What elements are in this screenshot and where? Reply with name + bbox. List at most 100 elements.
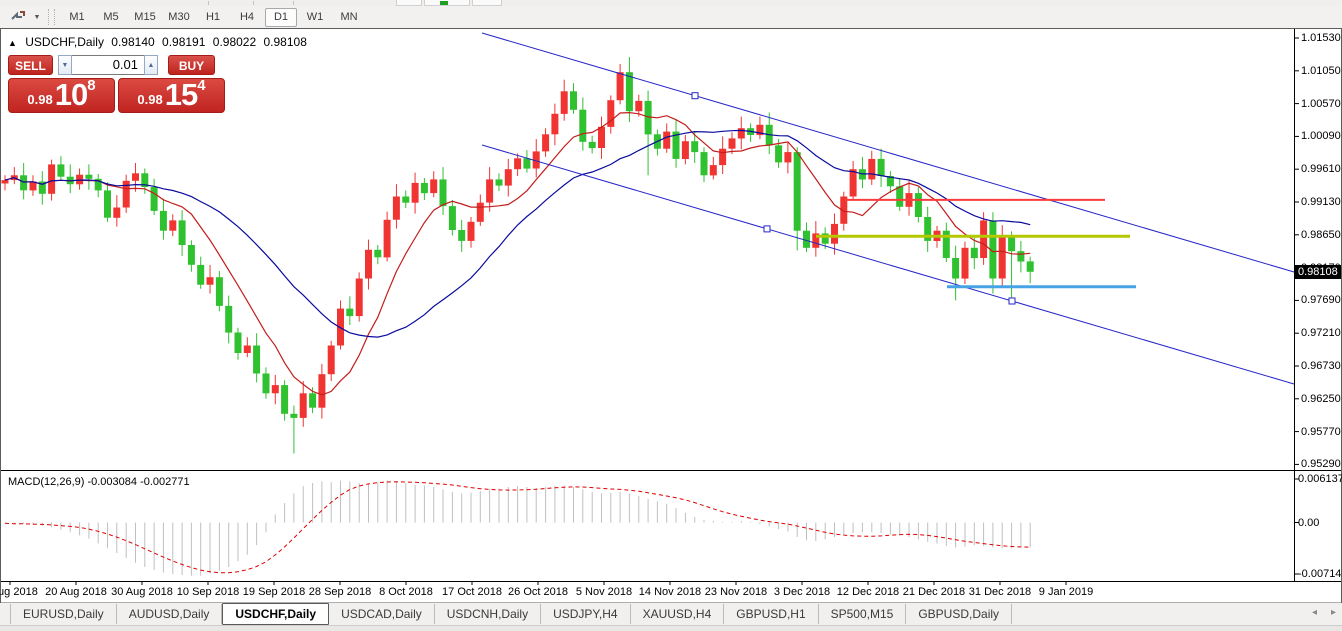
tab-gbpusd-h1[interactable]: GBPUSD,H1 [724,604,819,624]
tab-scroll-controls: ◂ ▸ [1312,607,1336,618]
trend-channel[interactable] [481,32,1295,385]
date-axis-label: 8 Oct 2018 [379,586,433,598]
candles-layer [1,57,1034,454]
macd-axis-label: 0.00 [1298,517,1320,529]
date-axis-label: 23 Nov 2018 [704,586,768,598]
toolbar-separator [253,1,254,5]
ohlc-open: 0.98140 [111,35,155,49]
one-click-trade-panel: SELL ▼ 0.01 ▲ BUY 0.98 10 8 0.98 15 4 [8,55,225,113]
price-axis-label: 1.00570 [1301,98,1341,110]
toolbar-separator [293,1,294,5]
trendline-handle [763,225,771,233]
toolbar-grip[interactable] [48,9,55,25]
chart-symbol-title: USDCHF,Daily [25,35,104,49]
date-axis-label: 31 Dec 2018 [968,586,1032,598]
price-axis-label: 0.97210 [1301,327,1341,339]
buy-price-tile[interactable]: 0.98 15 4 [118,78,225,113]
date-axis-label: 30 Aug 2018 [111,586,173,598]
sell-price-sup: 8 [87,77,96,94]
macd-axis-label: 0.006137 [1298,473,1342,485]
buy-price-prefix: 0.98 [137,92,163,107]
ohlc-low: 0.98022 [212,35,257,49]
price-axis-label: 0.98650 [1301,229,1341,241]
price-axis-label: 0.99610 [1301,163,1341,175]
timeframe-button-h4[interactable]: H4 [239,10,255,23]
buy-price-sup: 4 [197,77,206,94]
tab-audusd-daily[interactable]: AUDUSD,Daily [117,604,223,624]
toolbar-button-partial [396,0,422,6]
sell-price-prefix: 0.98 [27,92,53,107]
price-axis-label: 0.99130 [1301,196,1341,208]
current-price-badge: 0.98108 [1295,265,1341,279]
ohlc-high: 0.98191 [162,35,206,49]
tab-usdcnh-daily[interactable]: USDCNH,Daily [435,604,542,624]
date-axis-label: 8 Aug 2018 [0,586,38,598]
timeframe-button-d1[interactable]: D1 [265,7,297,27]
timeframe-toolbar: ▼ M1 M5 M15 M30 H1 H4 D1 W1 MN [0,6,1342,29]
chart-tool-button[interactable] [6,8,30,26]
macd-indicator-label: MACD(12,26,9) -0.003084 -0.002771 [8,476,190,488]
ohlc-close: 0.98108 [263,35,307,49]
buy-button[interactable]: BUY [168,55,215,75]
date-axis-label: 3 Dec 2018 [773,586,831,598]
date-axis-label: 21 Dec 2018 [902,586,966,598]
price-axis-label: 0.97690 [1301,294,1341,306]
timeframe-button-m5[interactable]: M5 [103,10,119,23]
trendline-handle [691,92,699,100]
timeframe-button-h1[interactable]: H1 [205,10,221,23]
price-axis-label: 0.96250 [1301,393,1341,405]
chart-header: ▲ USDCHF,Daily 0.98140 0.98191 0.98022 0… [8,35,311,49]
macd-signal-line [4,481,1031,574]
date-axis-label: 12 Dec 2018 [836,586,900,598]
color-swatch-partial [440,1,448,5]
trendline-handle [1008,297,1016,305]
macd-axis-label: -0.007142 [1298,568,1342,580]
timeframe-button-mn[interactable]: MN [340,10,358,23]
sell-price-big: 10 [54,77,88,112]
chart-shift-icon [11,11,25,20]
timeframe-button-m15[interactable]: M15 [134,10,156,23]
ma-fast-line [4,111,1031,396]
buy-price-big: 15 [164,77,198,112]
tab-usdjpy-h4[interactable]: USDJPY,H4 [541,604,631,624]
price-axis-label: 1.01530 [1301,32,1341,44]
price-axis-label: 1.01050 [1301,65,1341,77]
tab-scroll-right-icon[interactable]: ▸ [1330,607,1336,618]
chart-tool-dropdown[interactable]: ▼ [33,13,41,21]
timeframe-buttons: M1 M5 M15 M30 H1 H4 D1 W1 MN [61,7,367,27]
price-axis-label: 0.96730 [1301,360,1341,372]
timeframe-button-m1[interactable]: M1 [69,10,85,23]
sell-button[interactable]: SELL [8,55,53,75]
date-axis-label: 10 Sep 2018 [176,586,240,598]
date-axis-label: 20 Aug 2018 [45,586,107,598]
tab-usdcad-daily[interactable]: USDCAD,Daily [329,604,435,624]
toolbar-button-partial [472,0,502,6]
date-axis-label: 19 Sep 2018 [242,586,306,598]
ma-slow-line [4,129,1031,338]
tab-eurusd-daily[interactable]: EURUSD,Daily [10,604,117,624]
sell-price-tile[interactable]: 0.98 10 8 [8,78,115,113]
upper-toolbar-sliver [0,0,1342,6]
status-bar-sliver [0,625,1342,631]
tab-gbpusd-daily[interactable]: GBPUSD,Daily [906,604,1013,624]
timeframe-button-m30[interactable]: M30 [168,10,190,23]
timeframe-button-w1[interactable]: W1 [306,10,324,23]
date-axis-label: 14 Nov 2018 [638,586,702,598]
collapse-triangle-icon[interactable]: ▲ [8,38,17,48]
date-axis-label: 9 Jan 2019 [1038,586,1094,598]
date-axis-label: 26 Oct 2018 [508,586,568,598]
chart-window-border [0,28,1342,603]
price-axis-label: 0.95770 [1301,426,1341,438]
tab-usdchf-daily[interactable]: USDCHF,Daily [222,603,330,625]
lot-size-field[interactable]: 0.01 [72,55,144,75]
lot-decrease-button[interactable]: ▼ [58,55,72,75]
chart-window: ▲ USDCHF,Daily 0.98140 0.98191 0.98022 0… [0,28,1342,603]
lot-spinner: ▼ 0.01 ▲ [58,55,158,75]
tab-sp500-m15[interactable]: SP500,M15 [819,604,907,624]
tab-scroll-left-icon[interactable]: ◂ [1311,607,1317,618]
date-axis-label: 5 Nov 2018 [575,586,633,598]
tab-xauusd-h4[interactable]: XAUUSD,H4 [631,604,725,624]
toolbar-separator [208,1,209,5]
lot-increase-button[interactable]: ▲ [144,55,158,75]
